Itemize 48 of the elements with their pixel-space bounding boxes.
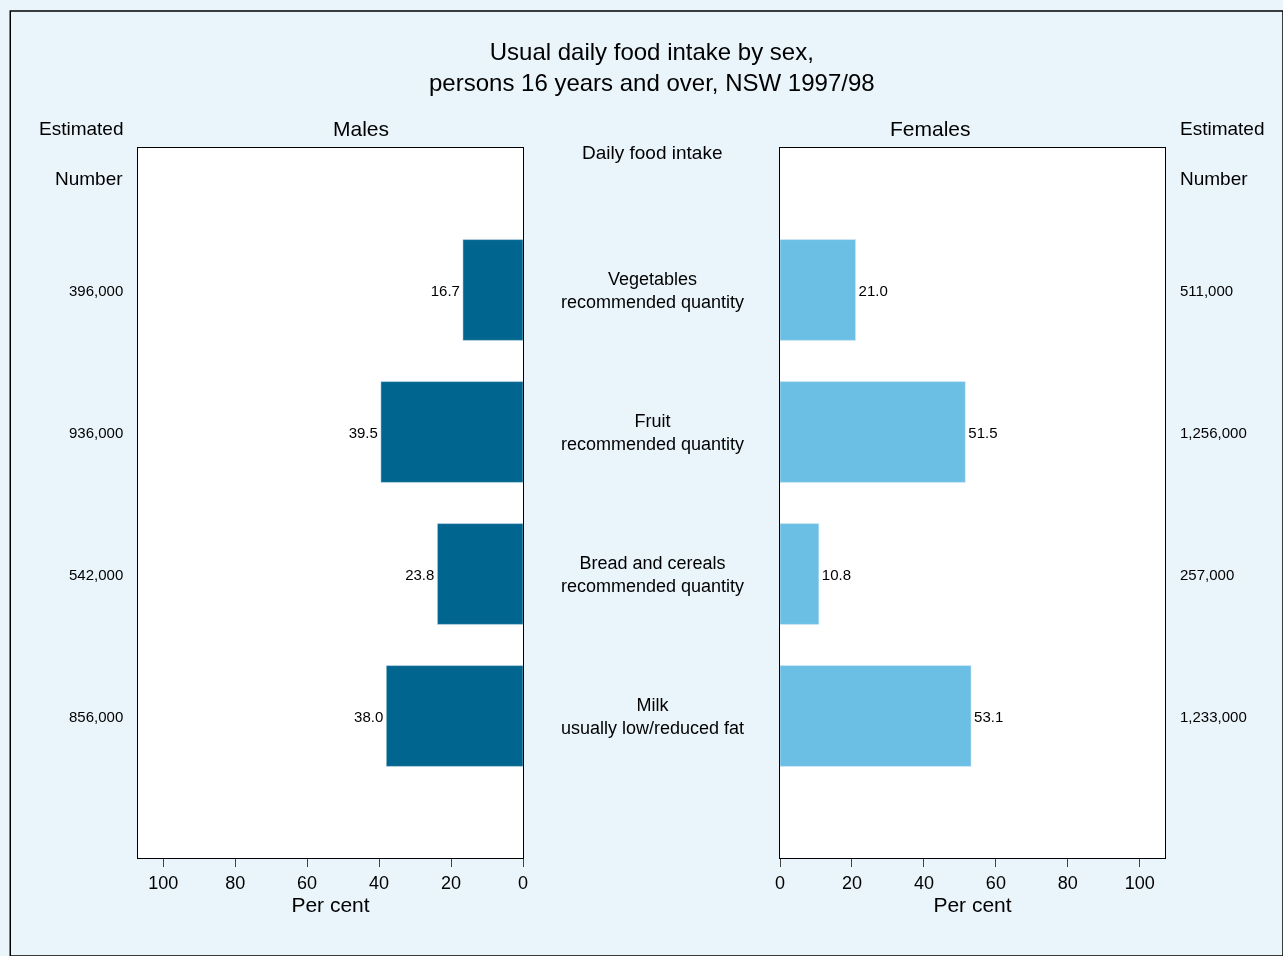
data-label: 16.7 [430,281,460,299]
text: 396,000 [69,282,124,299]
bar [386,665,523,767]
chart-subtitle: Males [333,117,390,140]
x-tick-label: 60 [985,872,1006,893]
y-tick-label: Fruit recommended quantity [561,411,745,455]
y-tick-label: Milk usually low/reduced fat [561,695,745,739]
x-tick-label: 100 [148,872,179,893]
x-tick-label: 80 [1057,872,1078,893]
text: Usual daily food intake by sex, persons 16 years and over, NSW 1997/98 [429,38,875,97]
text: 257,000 [1180,566,1235,583]
text: 542,000 [69,566,124,583]
y-tick-label: Vegetables recommended quantity [561,269,745,313]
x-tick-label: 80 [225,872,246,893]
data-label: 10.8 [821,565,852,583]
bar [780,381,966,483]
x-axis-title: Per cent [933,892,1012,916]
data-label: 23.8 [405,565,435,583]
data-label: 51.5 [968,423,998,441]
bar [462,239,523,341]
data-label: 39.5 [348,423,378,441]
bar [780,523,820,625]
text: 1,256,000 [1180,424,1247,441]
x-tick-label: 20 [441,872,462,893]
text: 1,233,000 [1180,708,1247,725]
x-tick-label: 40 [369,872,390,893]
data-label: 21.0 [858,281,888,299]
x-tick-label: 20 [841,872,862,893]
x-tick-label: 60 [297,872,318,893]
data-label: 53.1 [974,707,1004,725]
bar [380,381,523,483]
text: Estimated Number [39,118,124,189]
text: 936,000 [69,424,124,441]
x-tick-label: 0 [774,872,786,893]
x-tick-label: 0 [517,872,529,893]
y-axis-title: Daily food intake [582,142,723,163]
bar [437,523,523,625]
x-tick-label: 100 [1124,872,1155,893]
x-tick-label: 40 [913,872,934,893]
bar [780,665,972,767]
bar [780,239,856,341]
chart-subtitle: Females [890,117,971,140]
text: 511,000 [1180,282,1234,299]
x-axis-title: Per cent [291,892,370,916]
text: 856,000 [69,708,124,725]
text: Estimated Number [1180,118,1265,189]
data-label: 38.0 [354,707,384,725]
y-tick-label: Bread and cereals recommended quantity [561,553,745,597]
